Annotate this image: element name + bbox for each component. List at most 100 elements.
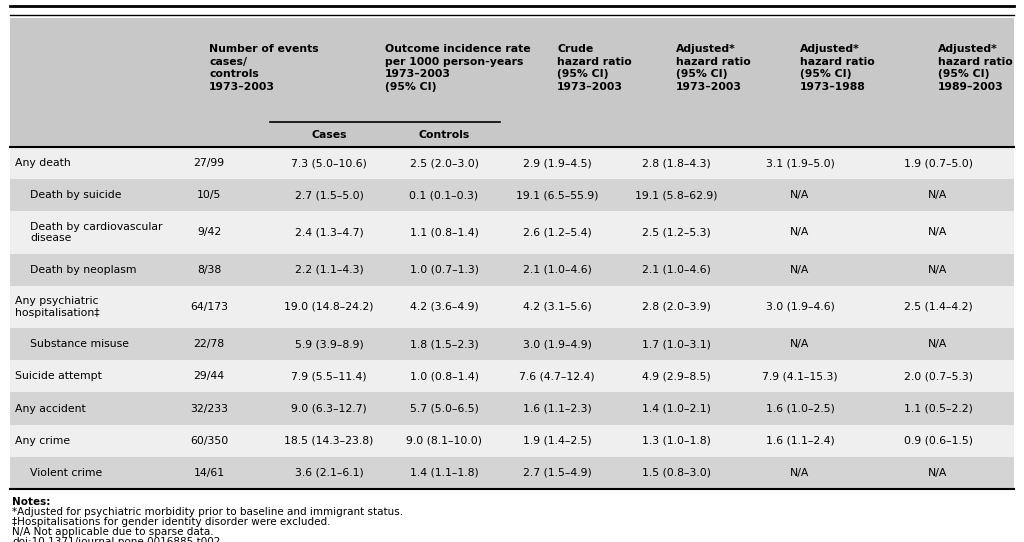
Text: 1.6 (1.0–2.5): 1.6 (1.0–2.5) [766,404,835,414]
Text: 2.0 (0.7–5.3): 2.0 (0.7–5.3) [903,371,973,382]
Text: 0.9 (0.6–1.5): 0.9 (0.6–1.5) [903,436,973,446]
Text: 3.6 (2.1–6.1): 3.6 (2.1–6.1) [295,468,364,478]
Text: 29/44: 29/44 [194,371,224,382]
Text: N/A: N/A [791,468,810,478]
Text: Adjusted*
hazard ratio
(95% CI)
1973–1988: Adjusted* hazard ratio (95% CI) 1973–198… [800,44,874,92]
Text: ‡Hospitalisations for gender identity disorder were excluded.: ‡Hospitalisations for gender identity di… [12,517,331,527]
Text: 2.7 (1.5–5.0): 2.7 (1.5–5.0) [295,190,364,201]
Text: 4.2 (3.6–4.9): 4.2 (3.6–4.9) [410,302,478,312]
Text: Crude
hazard ratio
(95% CI)
1973–2003: Crude hazard ratio (95% CI) 1973–2003 [557,44,632,92]
Text: doi:10.1371/journal.pone.0016885.t002: doi:10.1371/journal.pone.0016885.t002 [12,537,220,542]
Text: Violent crime: Violent crime [30,468,102,478]
Text: 1.5 (0.8–3.0): 1.5 (0.8–3.0) [641,468,711,478]
Text: Adjusted*
hazard ratio
(95% CI)
1973–2003: Adjusted* hazard ratio (95% CI) 1973–200… [676,44,751,92]
Text: hospitalisation‡: hospitalisation‡ [15,308,99,318]
Text: 2.5 (1.4–4.2): 2.5 (1.4–4.2) [903,302,973,312]
Text: 5.9 (3.9–8.9): 5.9 (3.9–8.9) [295,339,364,349]
Text: Notes:: Notes: [12,497,50,507]
Text: Death by cardiovascular: Death by cardiovascular [30,222,163,231]
Text: 3.1 (1.9–5.0): 3.1 (1.9–5.0) [766,158,835,168]
Text: 5.7 (5.0–6.5): 5.7 (5.0–6.5) [410,404,478,414]
Bar [10,211,1014,254]
Bar [10,328,1014,360]
Text: 9/42: 9/42 [197,228,221,237]
Text: 19.1 (5.8–62.9): 19.1 (5.8–62.9) [635,190,717,201]
Bar [10,179,1014,211]
Text: N/A: N/A [929,339,947,349]
Text: N/A: N/A [929,190,947,201]
Text: disease: disease [30,234,72,243]
Text: 7.9 (5.5–11.4): 7.9 (5.5–11.4) [291,371,367,382]
Text: 9.0 (6.3–12.7): 9.0 (6.3–12.7) [291,404,367,414]
Text: 1.1 (0.8–1.4): 1.1 (0.8–1.4) [410,228,478,237]
Text: 1.7 (1.0–3.1): 1.7 (1.0–3.1) [642,339,711,349]
Text: N/A: N/A [929,264,947,275]
Text: 1.9 (1.4–2.5): 1.9 (1.4–2.5) [522,436,592,446]
Bar [10,457,1014,489]
Text: Cases: Cases [311,130,347,139]
Text: N/A: N/A [791,339,810,349]
Text: 14/61: 14/61 [194,468,224,478]
Text: N/A: N/A [791,228,810,237]
Text: 2.4 (1.3–4.7): 2.4 (1.3–4.7) [295,228,364,237]
Text: 2.5 (2.0–3.0): 2.5 (2.0–3.0) [410,158,478,168]
Text: 60/350: 60/350 [189,436,228,446]
Text: 4.2 (3.1–5.6): 4.2 (3.1–5.6) [522,302,592,312]
Text: Any psychiatric: Any psychiatric [15,296,98,306]
Text: 2.8 (2.0–3.9): 2.8 (2.0–3.9) [642,302,711,312]
Text: 19.1 (6.5–55.9): 19.1 (6.5–55.9) [516,190,598,201]
Text: N/A: N/A [929,228,947,237]
Text: 3.0 (1.9–4.9): 3.0 (1.9–4.9) [522,339,592,349]
Text: Any accident: Any accident [15,404,86,414]
Text: 1.1 (0.5–2.2): 1.1 (0.5–2.2) [903,404,973,414]
Text: 7.3 (5.0–10.6): 7.3 (5.0–10.6) [291,158,367,168]
Text: 1.8 (1.5–2.3): 1.8 (1.5–2.3) [410,339,478,349]
Text: Controls: Controls [419,130,470,139]
Bar [10,122,1014,147]
Text: 32/233: 32/233 [190,404,228,414]
Text: Suicide attempt: Suicide attempt [15,371,101,382]
Text: 7.6 (4.7–12.4): 7.6 (4.7–12.4) [519,371,595,382]
Text: 1.3 (1.0–1.8): 1.3 (1.0–1.8) [642,436,711,446]
Text: 10/5: 10/5 [197,190,221,201]
Text: 1.4 (1.0–2.1): 1.4 (1.0–2.1) [642,404,711,414]
Text: 19.0 (14.8–24.2): 19.0 (14.8–24.2) [285,302,374,312]
Text: N/A: N/A [791,264,810,275]
Text: 22/78: 22/78 [194,339,224,349]
Text: 2.1 (1.0–4.6): 2.1 (1.0–4.6) [642,264,711,275]
Text: 2.6 (1.2–5.4): 2.6 (1.2–5.4) [522,228,592,237]
Bar [10,254,1014,286]
Text: 8/38: 8/38 [197,264,221,275]
Text: 18.5 (14.3–23.8): 18.5 (14.3–23.8) [285,436,374,446]
Text: 9.0 (8.1–10.0): 9.0 (8.1–10.0) [406,436,482,446]
Text: Substance misuse: Substance misuse [30,339,129,349]
Text: N/A Not applicable due to sparse data.: N/A Not applicable due to sparse data. [12,527,214,537]
Text: Adjusted*
hazard ratio
(95% CI)
1989–2003: Adjusted* hazard ratio (95% CI) 1989–200… [938,44,1013,92]
Text: Outcome incidence rate
per 1000 person-years
1973–2003
(95% CI): Outcome incidence rate per 1000 person-y… [385,44,530,92]
Text: Any death: Any death [15,158,71,168]
Text: 1.4 (1.1–1.8): 1.4 (1.1–1.8) [410,468,478,478]
Text: Death by neoplasm: Death by neoplasm [30,264,136,275]
Text: 4.9 (2.9–8.5): 4.9 (2.9–8.5) [642,371,711,382]
Bar [10,424,1014,457]
Text: N/A: N/A [929,468,947,478]
Text: 1.6 (1.1–2.4): 1.6 (1.1–2.4) [766,436,835,446]
Text: 1.0 (0.8–1.4): 1.0 (0.8–1.4) [410,371,478,382]
Text: 0.1 (0.1–0.3): 0.1 (0.1–0.3) [410,190,478,201]
Bar [10,147,1014,179]
Text: 3.0 (1.9–4.6): 3.0 (1.9–4.6) [766,302,835,312]
Text: Number of events
cases/
controls
1973–2003: Number of events cases/ controls 1973–20… [209,44,318,92]
Text: 1.6 (1.1–2.3): 1.6 (1.1–2.3) [522,404,592,414]
Text: N/A: N/A [791,190,810,201]
Text: 1.9 (0.7–5.0): 1.9 (0.7–5.0) [903,158,973,168]
Text: 2.1 (1.0–4.6): 2.1 (1.0–4.6) [522,264,592,275]
Text: 2.8 (1.8–4.3): 2.8 (1.8–4.3) [642,158,711,168]
Text: Any crime: Any crime [15,436,70,446]
Text: Death by suicide: Death by suicide [30,190,122,201]
Bar [10,360,1014,392]
Text: 27/99: 27/99 [194,158,224,168]
Text: 7.9 (4.1–15.3): 7.9 (4.1–15.3) [762,371,838,382]
Text: 2.9 (1.9–4.5): 2.9 (1.9–4.5) [522,158,592,168]
Text: 2.7 (1.5–4.9): 2.7 (1.5–4.9) [522,468,592,478]
Text: 2.5 (1.2–5.3): 2.5 (1.2–5.3) [642,228,711,237]
